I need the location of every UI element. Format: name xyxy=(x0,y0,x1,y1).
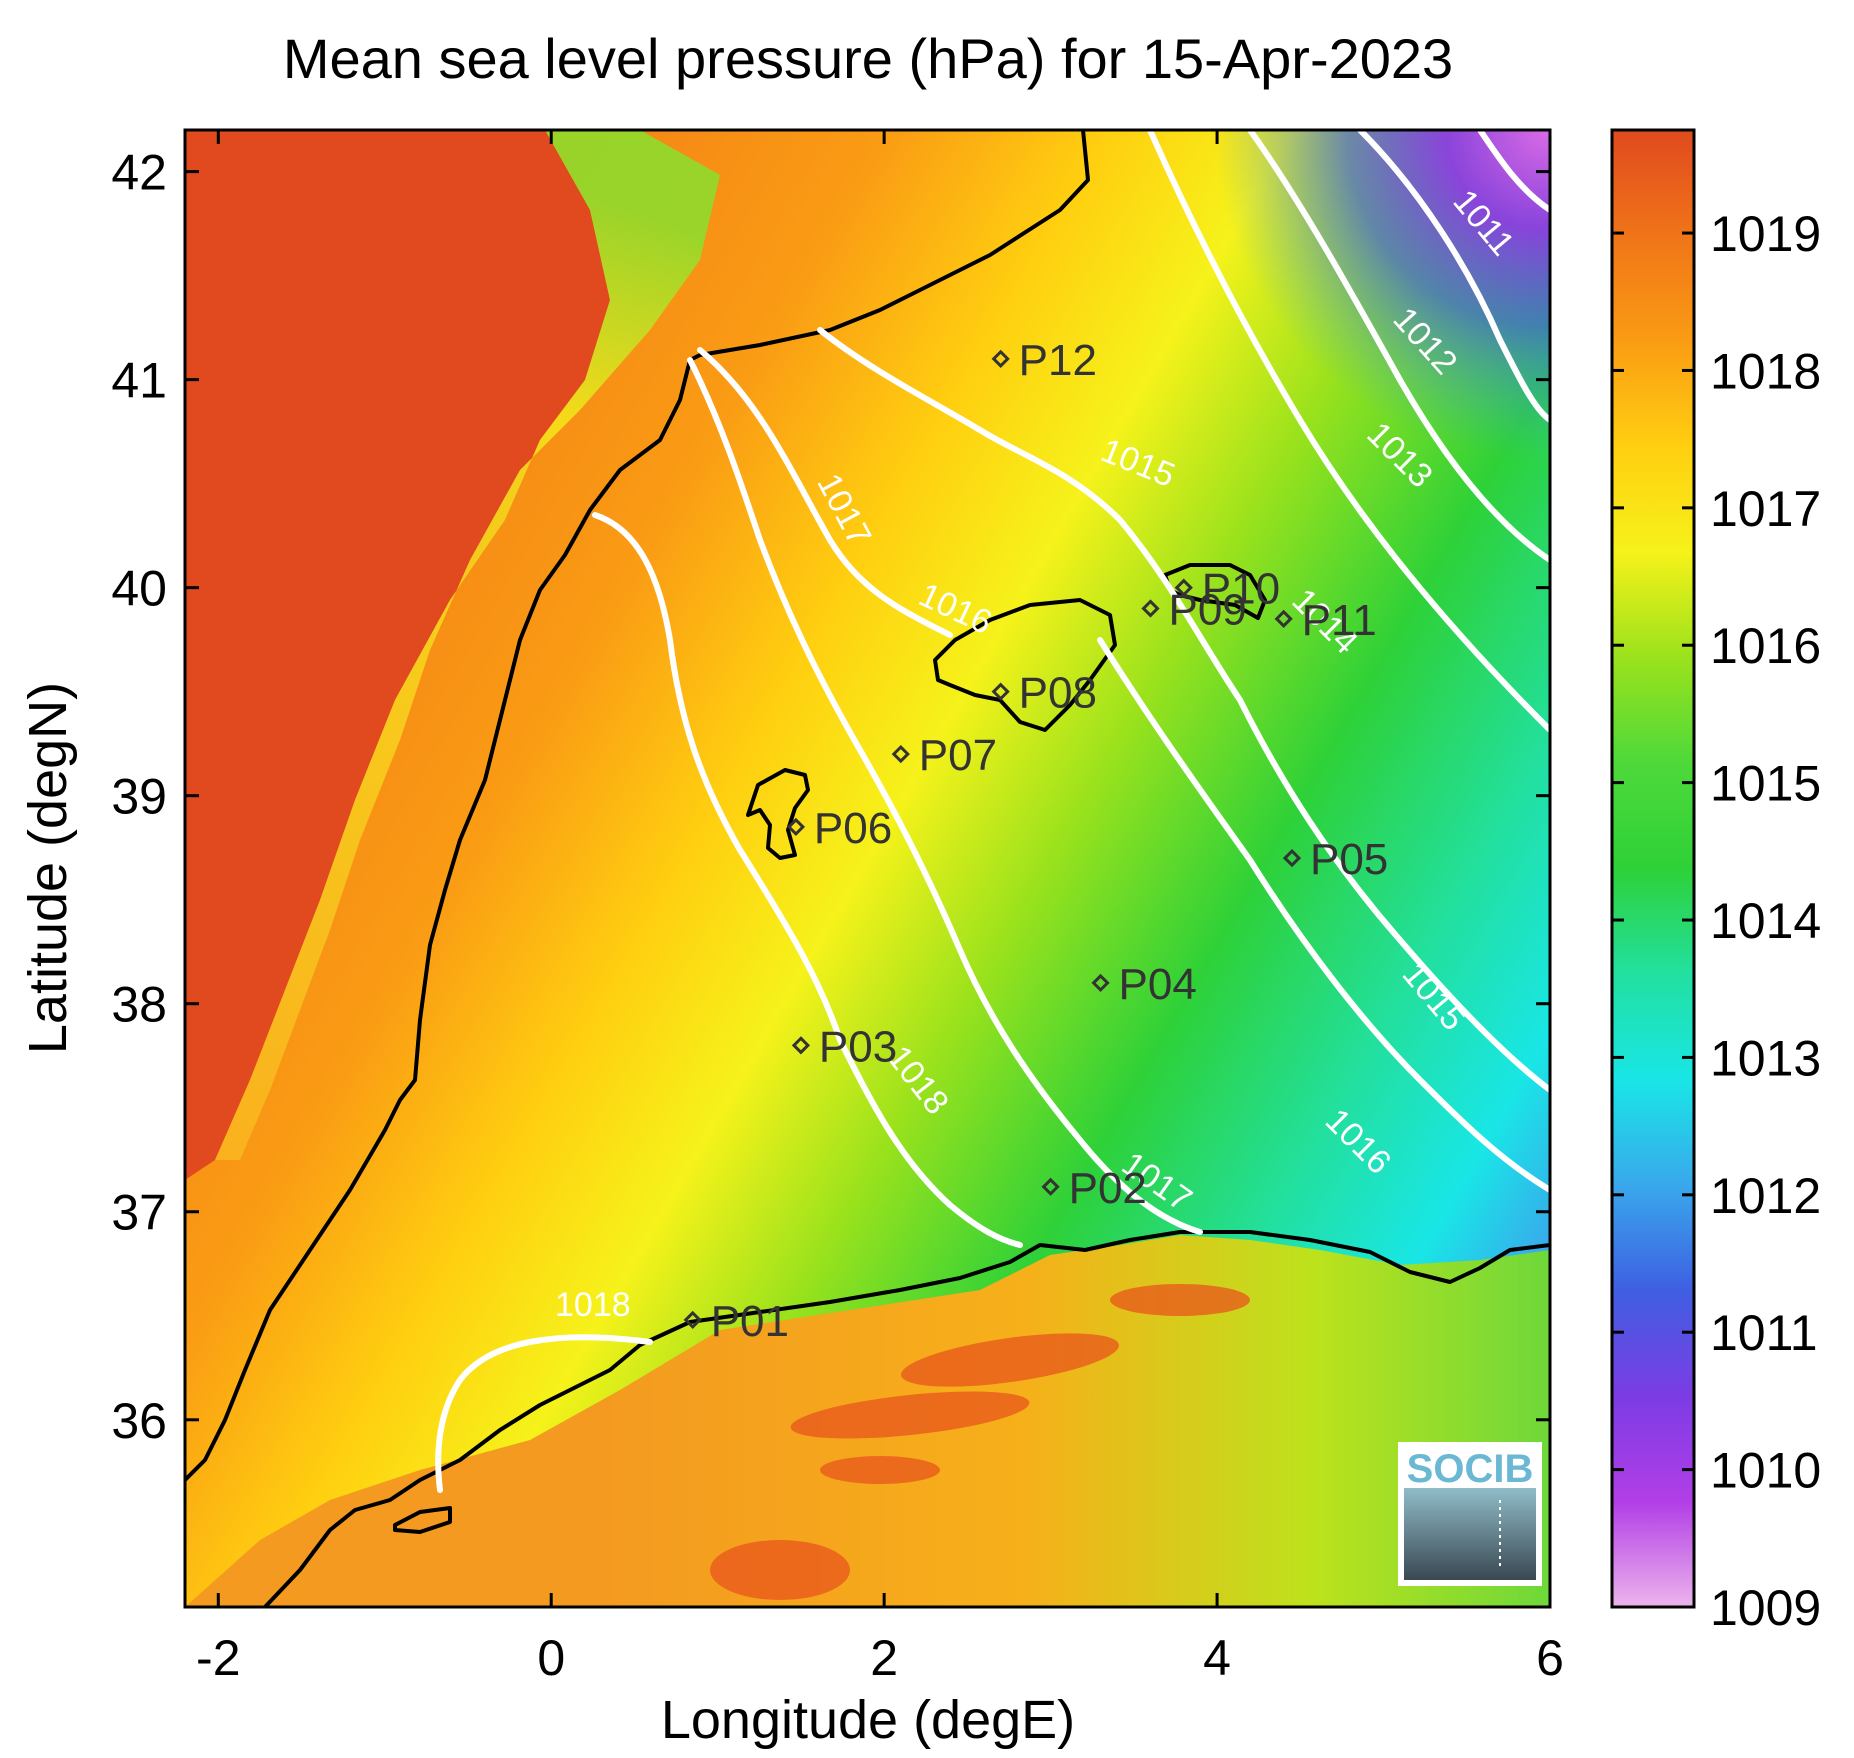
station-marker-icon xyxy=(1282,848,1302,868)
station-marker-icon xyxy=(786,817,806,837)
x-tick-label: 6 xyxy=(1536,1630,1564,1686)
station-p10: P10 xyxy=(1174,565,1280,614)
station-marker-icon xyxy=(1141,599,1160,618)
x-tick-label: 2 xyxy=(870,1630,898,1686)
x-tick-label: -2 xyxy=(196,1630,240,1686)
isobar-1018-west xyxy=(435,1334,653,1493)
mallorca-coastline xyxy=(933,598,1117,732)
isobar-1013 xyxy=(1247,130,1550,563)
y-tick-label: 40 xyxy=(111,561,167,617)
station-marker-icon xyxy=(991,682,1010,701)
atlas-high-pressure-patches xyxy=(710,1284,1250,1600)
station-label: P05 xyxy=(1310,835,1388,884)
station-label: P10 xyxy=(1202,565,1280,614)
y-tick-label: 37 xyxy=(111,1185,167,1241)
station-label: P03 xyxy=(819,1022,897,1071)
ibiza-coastline xyxy=(746,768,810,860)
station-p06: P06 xyxy=(786,804,892,853)
y-tick-label: 38 xyxy=(111,977,167,1033)
y-axis: 36 37 38 39 40 41 42 xyxy=(111,145,1550,1449)
x-axis-label: Longitude (degE) xyxy=(661,1690,1075,1750)
station-p07: P07 xyxy=(891,731,997,780)
colorbar-tick-label: 1017 xyxy=(1710,481,1821,537)
colorbar-tick-label: 1009 xyxy=(1710,1580,1821,1636)
colorbar-tick-label: 1010 xyxy=(1710,1443,1821,1499)
station-label: P08 xyxy=(1019,669,1097,718)
station-marker-icon xyxy=(991,349,1010,368)
isobar-contours xyxy=(435,130,1550,1493)
station-label: P02 xyxy=(1069,1164,1147,1213)
isobar-1018 xyxy=(592,512,1023,1248)
x-axis: -2 0 2 4 6 xyxy=(196,130,1564,1686)
station-marker-icon xyxy=(1174,578,1193,597)
station-marker-icon xyxy=(791,1036,811,1055)
colorbar-tick-label: 1018 xyxy=(1710,343,1821,399)
isobar-1014 xyxy=(1147,130,1550,733)
isobar-1017 xyxy=(687,357,1203,1235)
y-tick-label: 42 xyxy=(111,145,167,201)
colorbar-bar xyxy=(1610,128,1696,1609)
station-p08: P08 xyxy=(991,669,1097,718)
map-panel: 1011101210131014101510151016101610171017… xyxy=(185,130,1550,1607)
station-label: P11 xyxy=(1302,596,1377,645)
map-title: Mean sea level pressure (hPa) for 15-Apr… xyxy=(283,27,1453,90)
station-p12: P12 xyxy=(991,336,1097,385)
x-tick-label: 4 xyxy=(1203,1630,1231,1686)
alboran-islet-coastline xyxy=(393,1506,452,1534)
colorbar-tick-label: 1014 xyxy=(1710,893,1821,949)
iberia-high-pressure-region xyxy=(185,130,610,1180)
y-tick-label: 39 xyxy=(111,769,167,825)
x-tick-label: 0 xyxy=(537,1630,565,1686)
isobar-1012 xyxy=(1357,130,1550,423)
socib-logo-text: SOCIB xyxy=(1407,1447,1534,1491)
socib-logo: SOCIB xyxy=(1398,1442,1542,1586)
colorbar-tick-label: 1019 xyxy=(1710,206,1821,262)
colorbar-tick-label: 1013 xyxy=(1710,1030,1821,1086)
station-p04: P04 xyxy=(1091,960,1197,1009)
station-marker-icon xyxy=(1041,1177,1060,1196)
station-label: P04 xyxy=(1119,960,1197,1009)
station-marker-icon xyxy=(891,744,910,764)
y-tick-label: 41 xyxy=(111,353,167,409)
colorbar: 1009 1010 1011 1012 1013 1014 1015 1016 1017 1018… xyxy=(1610,128,1821,1636)
isobar-1011 xyxy=(1477,130,1550,213)
colorbar-tick-label: 1016 xyxy=(1710,618,1821,674)
station-marker-icon xyxy=(1274,609,1293,628)
iberia-coastline xyxy=(185,130,1090,1482)
colorbar-tick-label: 1011 xyxy=(1710,1305,1818,1361)
station-label: P12 xyxy=(1019,336,1097,385)
isobar-1016 xyxy=(697,347,1550,1193)
station-p05: P05 xyxy=(1282,835,1388,884)
station-label: P07 xyxy=(919,731,997,780)
colorbar-tick-label: 1012 xyxy=(1710,1168,1821,1224)
y-axis-label: Latitude (degN) xyxy=(18,682,78,1054)
station-marker-icon xyxy=(683,1310,702,1330)
map-frame xyxy=(183,128,1552,1609)
station-marker-icon xyxy=(1091,973,1110,993)
station-p02: P02 xyxy=(1041,1164,1147,1213)
africa-coastline xyxy=(263,1230,1550,1607)
station-p11: P11 xyxy=(1274,596,1377,645)
station-p01: P01 xyxy=(683,1297,789,1346)
isobar-1015-north xyxy=(817,327,1550,1093)
contour-label: 1018 xyxy=(555,1286,631,1324)
station-label: P06 xyxy=(814,804,892,853)
y-tick-label: 36 xyxy=(111,1393,167,1449)
colorbar-tick-label: 1015 xyxy=(1710,756,1821,812)
colorbar-ticks: 1009 1010 1011 1012 1013 1014 1015 1016 1017 1018… xyxy=(1612,206,1821,1636)
station-label: P01 xyxy=(711,1297,789,1346)
station-p03: P03 xyxy=(791,1022,897,1071)
iberia-mountain-band xyxy=(215,130,720,1160)
